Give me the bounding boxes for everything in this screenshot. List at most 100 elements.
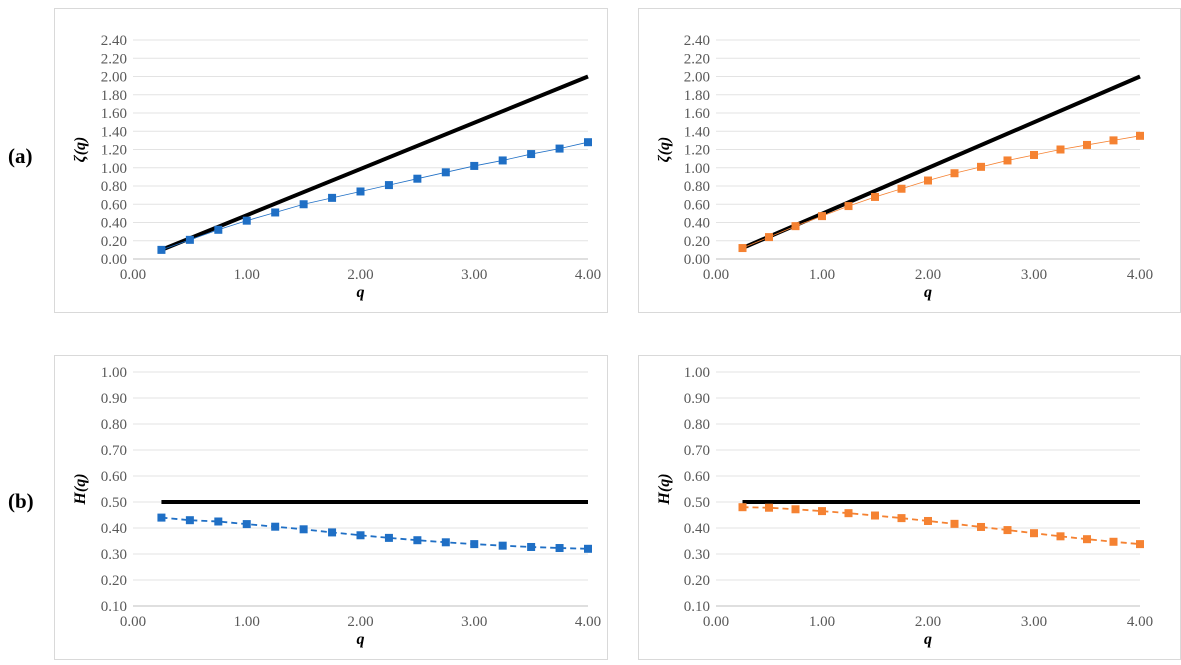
y-tick-label: 1.00 — [684, 161, 710, 177]
y-axis-title: ζ(q) — [656, 137, 673, 163]
data-point-marker — [1136, 540, 1144, 549]
panel-label-b: (b) — [8, 489, 34, 513]
data-point-marker — [1109, 136, 1118, 145]
y-tick-label: 1.40 — [684, 124, 710, 140]
y-tick-label: 2.40 — [684, 33, 710, 49]
y-tick-label: 1.80 — [101, 88, 127, 104]
x-axis-title: q — [924, 284, 932, 301]
y-tick-label: 0.60 — [684, 469, 710, 485]
data-point-marker — [738, 244, 747, 253]
data-point-marker — [738, 503, 747, 512]
y-tick-label: 1.80 — [684, 88, 710, 104]
x-tick-label: 1.00 — [809, 614, 835, 630]
data-point-marker — [413, 174, 422, 183]
y-axis-title: H(q) — [72, 473, 89, 505]
y-axis-title: H(q) — [656, 473, 673, 505]
data-point-marker — [157, 513, 166, 522]
series-line-estimated — [161, 516, 589, 550]
y-tick-label: 0.70 — [684, 443, 710, 459]
data-point-marker — [897, 514, 906, 523]
y-tick-label: 0.70 — [101, 443, 127, 459]
x-tick-label: 2.00 — [915, 614, 941, 630]
y-axis-title: ζ(q) — [72, 137, 89, 163]
data-point-marker — [1109, 537, 1118, 546]
data-point-marker — [950, 169, 959, 178]
data-point-marker — [157, 245, 166, 254]
series-line-reference — [741, 74, 1141, 250]
data-point-marker — [441, 168, 450, 177]
y-tick-label: 0.30 — [684, 547, 710, 563]
data-point-marker — [791, 222, 800, 231]
data-point-marker — [818, 507, 826, 516]
data-point-marker — [498, 156, 507, 165]
data-point-marker — [1003, 156, 1012, 165]
data-point-marker — [384, 533, 393, 542]
y-tick-label: 0.60 — [684, 197, 710, 213]
data-point-marker — [299, 200, 308, 209]
data-point-marker — [498, 541, 507, 550]
x-axis-title: q — [357, 631, 365, 648]
data-point-marker — [977, 522, 985, 531]
series-line-estimated — [742, 135, 1141, 249]
y-tick-label: 1.60 — [684, 106, 710, 122]
y-tick-label: 0.40 — [101, 521, 127, 537]
data-point-marker — [818, 212, 826, 221]
y-tick-label: 0.90 — [101, 391, 127, 407]
data-point-marker — [1056, 145, 1065, 154]
x-tick-label: 1.00 — [234, 267, 260, 283]
data-point-marker — [242, 216, 251, 225]
data-point-marker — [271, 208, 280, 217]
zeta-chart-blue-plot: 0.00 0.20 0.40 0.60 0.80 1.00 1.20 1.40 1.60 1.80… — [72, 33, 601, 301]
data-point-marker — [924, 176, 932, 185]
y-tick-label: 2.20 — [684, 51, 710, 67]
x-tick-label: 2.00 — [915, 267, 941, 283]
x-tick-label: 0.00 — [120, 267, 146, 283]
y-tick-label: 0.50 — [101, 495, 127, 511]
y-tick-label: 1.00 — [101, 161, 127, 177]
y-tick-label: 0.40 — [684, 216, 710, 232]
data-point-marker — [555, 544, 564, 553]
data-point-marker — [555, 144, 564, 153]
y-tick-label: 0.20 — [684, 573, 710, 589]
data-point-marker — [214, 225, 223, 234]
data-point-marker — [527, 150, 536, 159]
y-tick-label: 0.90 — [684, 391, 710, 407]
data-point-marker — [844, 202, 853, 211]
data-point-marker — [328, 193, 337, 202]
y-tick-label: 2.20 — [101, 51, 127, 67]
y-tick-label: 1.60 — [101, 106, 127, 122]
data-point-marker — [584, 138, 592, 147]
x-tick-label: 3.00 — [1021, 614, 1047, 630]
zeta-chart-orange-plot: 0.00 0.20 0.40 0.60 0.80 1.00 1.20 1.40 1.60 1.80… — [656, 33, 1153, 301]
data-point-marker — [527, 542, 536, 551]
y-tick-label: 0.00 — [101, 252, 127, 268]
data-point-marker — [299, 525, 308, 534]
y-tick-label: 0.80 — [101, 417, 127, 433]
data-point-marker — [470, 161, 479, 170]
data-point-marker — [1083, 535, 1091, 544]
y-tick-label: 1.00 — [684, 365, 710, 381]
data-point-marker — [977, 162, 985, 171]
data-point-marker — [1030, 529, 1038, 538]
x-tick-label: 4.00 — [575, 614, 601, 630]
y-tick-label: 2.40 — [101, 33, 127, 49]
x-axis-title: q — [357, 284, 365, 301]
x-tick-label: 1.00 — [809, 267, 835, 283]
data-point-marker — [185, 516, 194, 525]
y-tick-label: 1.20 — [684, 143, 710, 159]
hurst-chart-blue: 0.10 0.20 0.30 0.40 0.50 0.60 0.70 0.80 0.90 1.00… — [54, 355, 608, 660]
y-tick-label: 0.40 — [101, 216, 127, 232]
data-point-marker — [242, 520, 251, 529]
series-line-estimated — [161, 141, 589, 251]
data-point-marker — [1136, 131, 1144, 140]
x-tick-label: 3.00 — [461, 267, 487, 283]
data-point-marker — [871, 192, 879, 201]
y-tick-label: 0.20 — [101, 234, 127, 250]
data-point-marker — [328, 528, 337, 537]
x-tick-label: 0.00 — [703, 267, 729, 283]
y-tick-label: 2.00 — [101, 70, 127, 86]
y-tick-label: 0.60 — [101, 197, 127, 213]
y-tick-label: 0.50 — [684, 495, 710, 511]
y-tick-label: 1.00 — [101, 365, 127, 381]
data-point-marker — [470, 540, 479, 549]
